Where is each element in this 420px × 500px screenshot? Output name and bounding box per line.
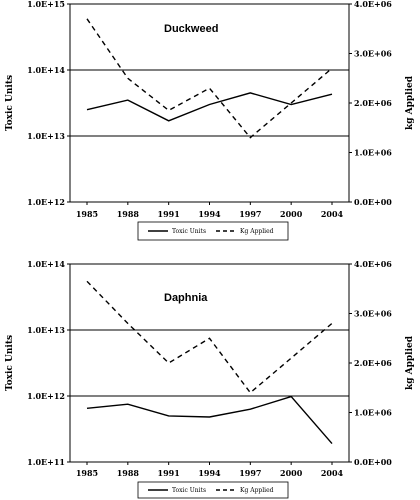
legend-label: Kg Applied	[240, 487, 274, 494]
x-tick-label: 1988	[117, 468, 140, 478]
y2-axis-label: kg Applied	[405, 75, 415, 130]
y2-tick-label: 0.0E+00	[354, 197, 392, 207]
x-tick-label: 1994	[198, 468, 221, 478]
chart-panel-duckweed: 1.0E+12 1.0E+13 1.0E+14 1.0E+15 0.0E+00 1.0E+…	[5, 0, 415, 241]
y-tick-label: 1.0E+12	[27, 197, 65, 207]
y2-tick-label: 2.0E+06	[354, 98, 392, 108]
x-tick-label: 1997	[239, 209, 261, 219]
y2-tick-label: 2.0E+06	[354, 358, 392, 368]
y2-tick-label: 3.0E+06	[354, 309, 392, 319]
y-tick-label: 1.0E+11	[27, 457, 65, 467]
chart-title: Daphnia	[164, 292, 208, 304]
legend-label: Toxic Units	[172, 228, 206, 235]
legend-box	[137, 221, 289, 241]
y2-axis-label: kg Applied	[405, 335, 415, 390]
x-tick-label: 1988	[117, 209, 140, 219]
x-tick-label: 1985	[76, 468, 98, 478]
series-line-kg-applied	[86, 18, 333, 139]
y-tick-label: 1.0E+13	[27, 325, 65, 335]
y2-tick-label: 3.0E+06	[354, 49, 392, 59]
x-tick-label: 1991	[158, 468, 180, 478]
y-tick-label: 1.0E+12	[27, 391, 65, 401]
series-line-toxic-units	[86, 92, 333, 122]
plot-frame	[69, 263, 350, 463]
x-tick-label: 2000	[280, 209, 303, 219]
series-line-kg-applied	[86, 280, 333, 394]
x-tick-label: 1985	[76, 209, 98, 219]
chart-panel-daphnia: 1.0E+11 1.0E+12 1.0E+13 1.0E+14 0.0E+00 1.0E+…	[5, 259, 415, 499]
series-line-toxic-units	[86, 395, 333, 445]
x-tick-label: 1997	[239, 468, 261, 478]
y2-tick-label: 4.0E+06	[354, 0, 392, 9]
y2-tick-label: 4.0E+06	[354, 259, 392, 269]
legend-box	[137, 481, 289, 499]
y-tick-label: 1.0E+14	[27, 259, 65, 269]
y2-tick-label: 1.0E+06	[354, 408, 392, 418]
y-tick-label: 1.0E+13	[27, 131, 65, 141]
y-tick-label: 1.0E+15	[27, 0, 65, 9]
y-axis-label: Toxic Units	[5, 335, 15, 391]
legend-label: Toxic Units	[172, 487, 206, 494]
x-tick-label: 1991	[158, 209, 180, 219]
x-tick-label: 1994	[198, 209, 221, 219]
x-tick-label: 2000	[280, 468, 303, 478]
chart-title: Duckweed	[164, 23, 218, 35]
x-tick-label: 2004	[321, 468, 344, 478]
y-tick-label: 1.0E+14	[27, 65, 65, 75]
y-axis-label: Toxic Units	[5, 75, 15, 131]
x-tick-label: 2004	[321, 209, 344, 219]
legend-label: Kg Applied	[240, 228, 274, 235]
y2-tick-label: 0.0E+00	[354, 457, 392, 467]
y2-tick-label: 1.0E+06	[354, 148, 392, 158]
